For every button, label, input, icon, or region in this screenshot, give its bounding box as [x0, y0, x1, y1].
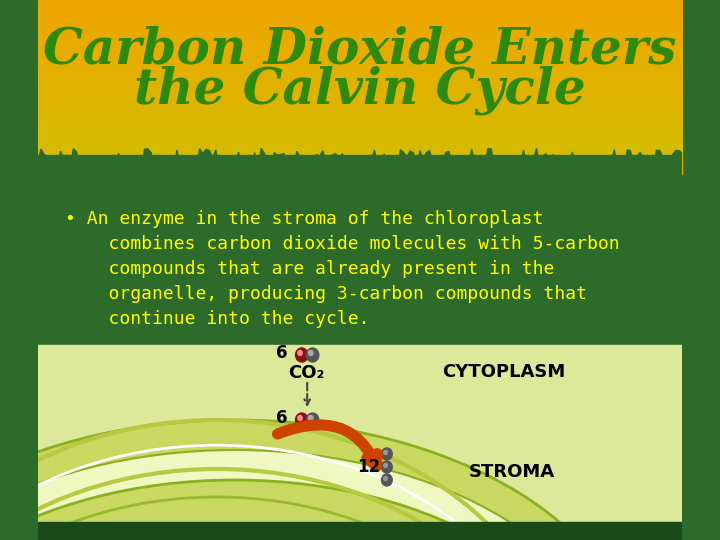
- Circle shape: [298, 415, 302, 421]
- Circle shape: [384, 476, 387, 481]
- Circle shape: [382, 461, 392, 473]
- Ellipse shape: [0, 470, 521, 540]
- Text: the Calvin Cycle: the Calvin Cycle: [134, 65, 586, 115]
- Circle shape: [384, 450, 387, 455]
- Text: 6: 6: [276, 409, 288, 427]
- Ellipse shape: [0, 420, 575, 540]
- Text: CYTOPLASM: CYTOPLASM: [441, 363, 565, 381]
- Circle shape: [308, 415, 313, 421]
- Polygon shape: [37, 148, 683, 540]
- Circle shape: [384, 463, 387, 468]
- Text: CO₂: CO₂: [288, 364, 325, 382]
- Ellipse shape: [0, 450, 620, 540]
- Ellipse shape: [0, 420, 637, 540]
- Ellipse shape: [0, 480, 602, 540]
- Circle shape: [382, 474, 392, 486]
- Text: • An enzyme in the stroma of the chloroplast
    combines carbon dioxide molecul: • An enzyme in the stroma of the chlorop…: [65, 210, 619, 328]
- Text: 12: 12: [357, 458, 380, 476]
- Text: STROMA: STROMA: [469, 463, 555, 481]
- Bar: [37, 522, 683, 540]
- Circle shape: [295, 348, 308, 362]
- Circle shape: [306, 348, 319, 362]
- Circle shape: [308, 350, 313, 355]
- Text: Carbon Dioxide Enters: Carbon Dioxide Enters: [43, 25, 677, 75]
- Circle shape: [382, 448, 392, 460]
- Circle shape: [295, 413, 308, 427]
- Bar: [37, 345, 683, 525]
- Circle shape: [306, 413, 319, 427]
- Circle shape: [298, 350, 302, 355]
- FancyArrowPatch shape: [277, 425, 377, 466]
- Bar: [37, 155, 683, 540]
- Text: 6: 6: [276, 344, 288, 362]
